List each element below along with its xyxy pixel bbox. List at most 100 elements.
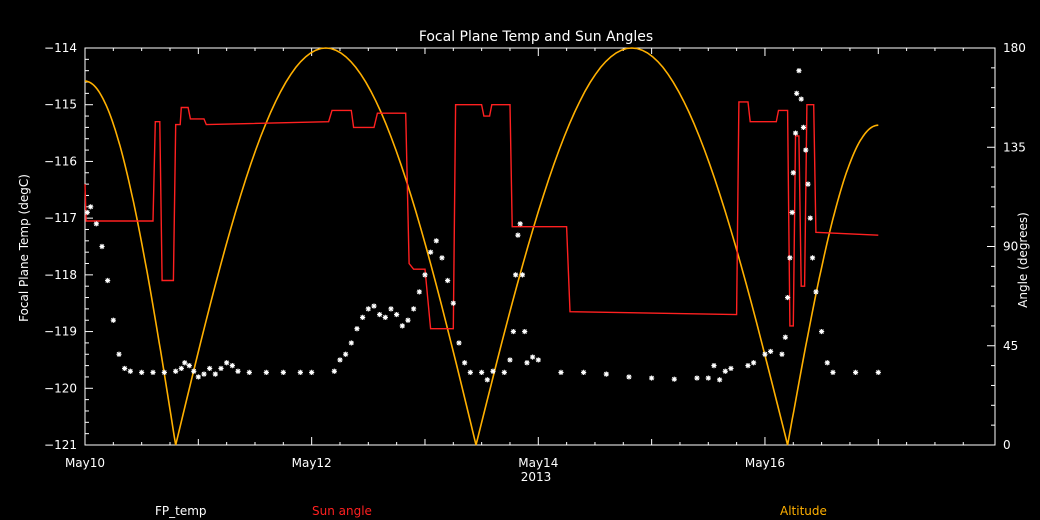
fp-temp-point (805, 181, 811, 187)
fp-temp-point (371, 303, 377, 309)
fp-temp-point (439, 255, 445, 261)
x-tick-label: May16 (745, 456, 785, 470)
fp-temp-point (229, 363, 235, 369)
fp-temp-point (722, 368, 728, 374)
fp-temp-point (875, 369, 881, 376)
fp-temp-point (122, 365, 128, 372)
fp-temp-point (479, 369, 485, 376)
series-altitude-line (84, 47, 879, 446)
fp-temp-point (416, 289, 422, 295)
y-left-tick-label: −118 (44, 268, 77, 282)
fp-temp-point (399, 323, 405, 329)
fp-temp-point (830, 369, 836, 376)
y-left-tick-label: −117 (44, 211, 77, 225)
chart-title: Focal Plane Temp and Sun Angles (419, 29, 653, 45)
fp-temp-point (745, 363, 751, 369)
fp-temp-point (428, 249, 434, 255)
fp-temp-point (201, 371, 207, 377)
x-tick-label: May10 (65, 456, 105, 470)
fp-temp-point (794, 90, 800, 96)
y-axis-left-label: Focal Plane Temp (degC) (17, 174, 31, 322)
series-sun-angle-line (84, 101, 879, 330)
y-right-tick-label: 180 (1003, 41, 1026, 55)
fp-temp-point (813, 289, 819, 295)
fp-temp-point (88, 204, 94, 210)
fp-temp-point (360, 314, 366, 320)
fp-temp-point (218, 365, 224, 372)
fp-temp-point (581, 369, 587, 376)
fp-temp-point (796, 68, 802, 74)
legend-item-fp-temp: FP_temp (155, 504, 207, 518)
fp-temp-point (513, 272, 519, 278)
y-left-tick-label: −120 (44, 381, 77, 395)
fp-temp-point (161, 369, 167, 376)
fp-temp-point (824, 360, 830, 366)
fp-temp-point (186, 363, 192, 369)
fp-temp-point (337, 357, 343, 363)
fp-temp-point (388, 306, 394, 312)
fp-temp-point (558, 369, 564, 376)
fp-temp-point (422, 272, 428, 278)
fp-temp-point (450, 300, 456, 306)
fp-temp-point (694, 375, 700, 381)
fp-temp-point (507, 357, 513, 363)
fp-temp-point (490, 368, 496, 374)
fp-temp-point (411, 306, 417, 312)
fp-temp-point (348, 340, 354, 346)
y-axis-right-label: Angle (degrees) (1016, 212, 1030, 308)
fp-temp-point (649, 375, 655, 381)
y-left-tick-label: −119 (44, 325, 77, 339)
fp-temp-point (354, 326, 360, 332)
fp-temp-point (510, 328, 516, 335)
fp-temp-point (803, 147, 809, 153)
legend-item-sun-angle: Sun angle (312, 504, 372, 518)
fp-temp-point (798, 96, 804, 102)
fp-temp-point (530, 354, 536, 360)
fp-temp-point (99, 243, 105, 250)
fp-temp-point (150, 369, 156, 376)
legend: FP_temp Sun angle Altitude (155, 504, 827, 518)
fp-temp-point (768, 348, 774, 355)
fp-temp-point (297, 369, 303, 376)
fp-temp-point (501, 369, 507, 376)
fp-temp-point (853, 369, 859, 376)
fp-temp-point (191, 368, 197, 374)
fp-temp-point (127, 368, 133, 374)
y-right-tick-label: 0 (1003, 438, 1011, 452)
fp-temp-point (405, 317, 411, 323)
fp-temp-point (800, 124, 807, 130)
fp-temp-point (626, 374, 632, 380)
fp-temp-point (462, 360, 468, 366)
y-right-tick-label: 45 (1003, 339, 1018, 353)
fp-temp-point (178, 365, 184, 372)
y-left-tick-label: −115 (44, 98, 77, 112)
fp-temp-point (394, 311, 400, 318)
fp-temp-point (116, 351, 122, 357)
fp-temp-point (705, 375, 711, 381)
fp-temp-point (445, 277, 451, 284)
fp-temp-point (515, 232, 521, 238)
fp-temp-point (377, 311, 383, 318)
y-right-tick-label: 135 (1003, 140, 1026, 154)
fp-temp-point (263, 369, 269, 376)
y-right-tick-label: 90 (1003, 240, 1018, 254)
x-axis-label: 2013 (521, 470, 552, 484)
fp-temp-point (517, 221, 523, 227)
fp-temp-point (139, 369, 145, 376)
fp-temp-point (382, 314, 388, 320)
x-tick-label: May14 (518, 456, 558, 470)
fp-temp-point (819, 328, 825, 335)
fp-temp-point (711, 363, 717, 369)
y-left-tick-label: −121 (44, 438, 77, 452)
fp-temp-point (467, 369, 473, 376)
fp-temp-point (807, 215, 813, 221)
fp-temp-point (235, 368, 241, 374)
fp-temp-point (603, 371, 609, 377)
fp-temp-point (456, 340, 462, 346)
x-tick-label: May12 (292, 456, 332, 470)
fp-temp-point (785, 294, 791, 301)
fp-temp-point (809, 255, 816, 261)
fp-temp-point (671, 376, 677, 382)
